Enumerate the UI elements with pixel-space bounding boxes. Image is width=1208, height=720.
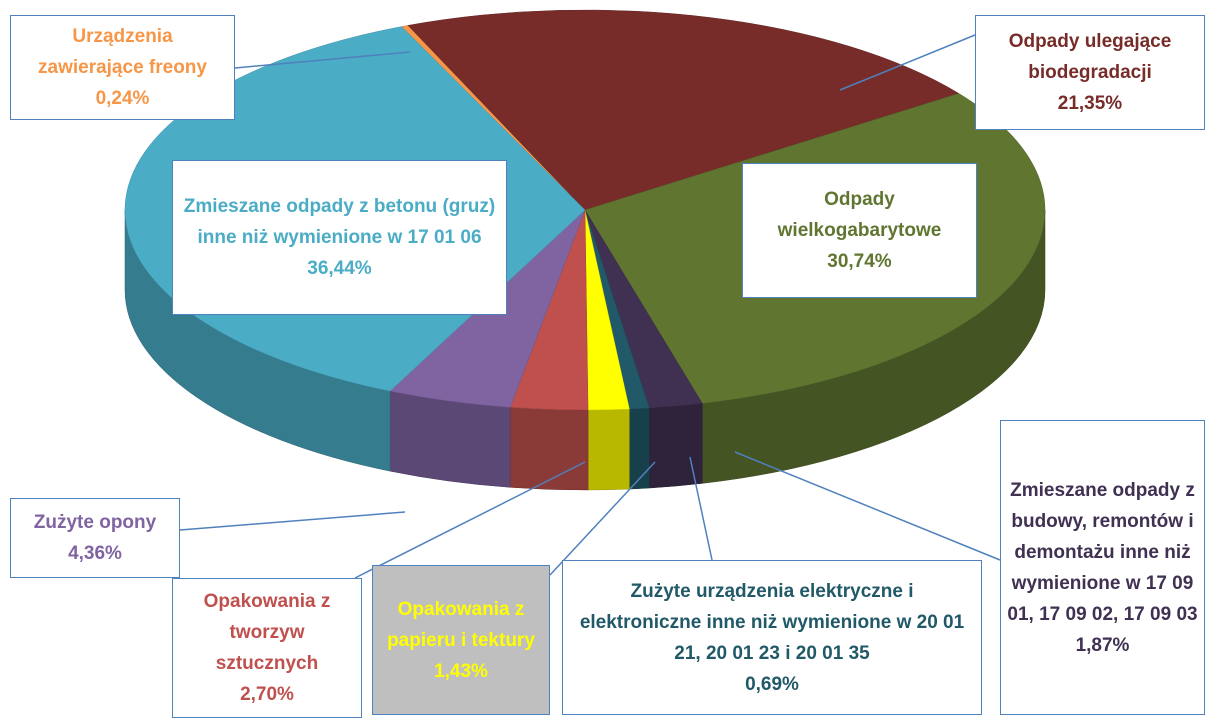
leader-line (839, 34, 976, 91)
slice-side (629, 407, 650, 490)
label-value: 1,43% (434, 660, 488, 682)
data-label: Zużyte urządzenia elektryczne i elektron… (562, 560, 982, 715)
pie-sides (124, 209, 1046, 491)
label-name: Zmieszane odpady z betonu (gruz) inne ni… (183, 196, 496, 248)
data-label: Zmieszane odpady z budowy, remontów i de… (1000, 420, 1205, 715)
leader-line (549, 461, 656, 576)
data-label: Urządzenia zawierające freony 0,24% (10, 15, 235, 120)
label-name: Urządzenia zawierające freony (38, 26, 207, 78)
leader-line (689, 456, 713, 561)
label-name: Zmieszane odpady z budowy, remontów i de… (1007, 479, 1198, 625)
label-name: Opakowania z papieru i tektury (387, 598, 535, 651)
slice-side (587, 408, 630, 491)
label-value: 30,74% (827, 251, 892, 272)
data-label: Zużyte opony 4,36% (10, 498, 180, 578)
label-name: Odpady wielkogabarytowe (777, 189, 942, 241)
slice (407, 9, 960, 211)
label-value: 21,35% (1057, 93, 1123, 114)
leader-line (354, 461, 586, 579)
leader-lines (179, 34, 1001, 579)
slice-side (509, 407, 589, 491)
data-label: Opakowania z papieru i tektury 1,43% (372, 565, 550, 715)
leader-line (734, 451, 1001, 561)
label-value: 0,24% (95, 88, 150, 109)
label-value: 36,44% (307, 258, 372, 279)
label-name: Zużyte opony (33, 512, 157, 533)
data-label: Odpady ulegające biodegradacji 21,35% (975, 15, 1205, 130)
label-value: 0,69% (745, 673, 799, 695)
leader-line (234, 51, 411, 69)
label-name: Odpady ulegające biodegradacji (1008, 31, 1172, 83)
label-name: Zużyte urządzenia elektryczne i elektron… (579, 580, 965, 664)
data-label: Zmieszane odpady z betonu (gruz) inne ni… (172, 160, 507, 315)
label-value: 1,87% (1075, 634, 1130, 656)
label-value: 4,36% (68, 543, 122, 564)
data-label: Opakowania z tworzyw sztucznych 2,70% (172, 578, 362, 718)
data-label: Odpady wielkogabarytowe 30,74% (742, 163, 977, 298)
leader-line (179, 511, 406, 531)
label-value: 2,70% (240, 684, 294, 705)
label-name: Opakowania z tworzyw sztucznych (203, 591, 331, 674)
